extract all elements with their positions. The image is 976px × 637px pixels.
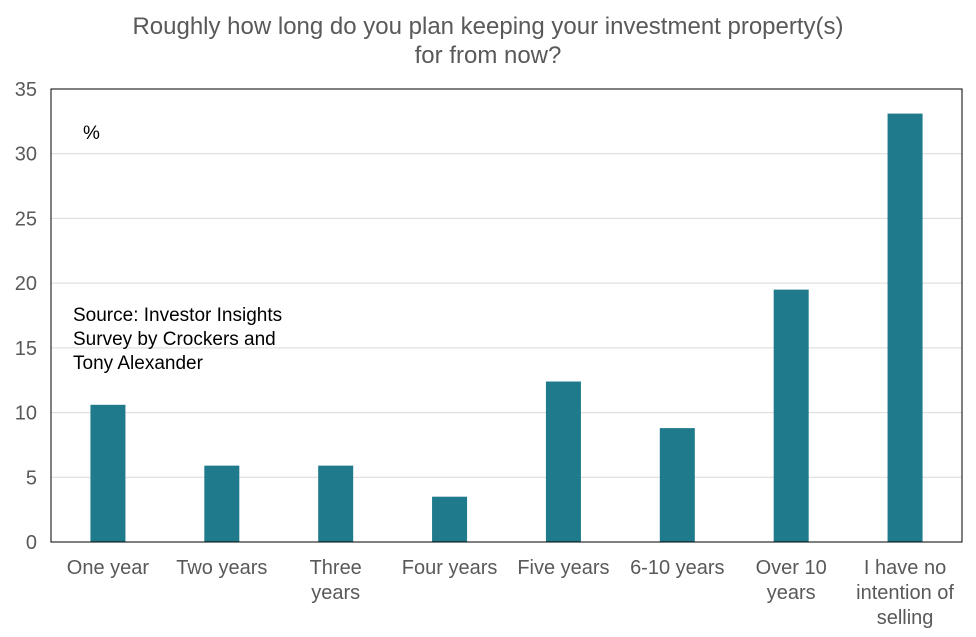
bar [545,381,581,542]
y-tick-label: 15 [15,338,37,360]
bar [773,289,809,542]
x-tick-label: Four years [402,557,498,579]
y-tick-label: 0 [26,532,37,554]
unit-label: % [83,123,100,144]
bar [659,428,695,542]
y-tick-label: 5 [26,467,37,489]
y-axis-ticks: 0 5 10 15 20 25 30 35 [15,79,37,554]
x-tick-label: Two years [176,557,267,579]
source-line-1: Source: Investor Insights [73,305,282,326]
source-line-3: Tony Alexander [73,353,204,374]
bar [887,113,923,542]
y-tick-label: 10 [15,403,37,425]
gridlines [51,153,962,478]
source-note: Source: Investor Insights Survey by Croc… [73,305,282,374]
bar [204,465,240,542]
source-line-2: Survey by Crockers and [73,329,276,350]
x-tick-label: Five years [517,557,609,579]
bars [90,113,923,542]
chart-title-line-1: Roughly how long do you plan keeping you… [132,13,843,40]
y-tick-label: 20 [15,273,37,295]
x-axis-labels: One year Two years Three years Four years Fiv… [67,557,955,629]
chart-title: Roughly how long do you plan keeping you… [132,13,843,69]
bar [432,496,468,542]
plot-frame [50,88,963,543]
x-tick-label: Three years [310,557,362,604]
chart-title-line-2: for from now? [415,42,562,69]
y-tick-label: 35 [15,79,37,101]
x-tick-label: I have no intention of selling [856,557,954,629]
x-tick-label: 6-10 years [630,557,725,579]
y-tick-label: 30 [15,144,37,166]
x-tick-label: One year [67,557,150,579]
bar [318,465,354,542]
bar [90,404,126,542]
x-tick-label: Over 10 years [756,557,827,604]
y-tick-label: 25 [15,208,37,230]
